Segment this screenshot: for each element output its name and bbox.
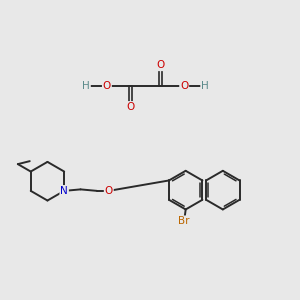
Text: O: O: [156, 60, 164, 70]
Text: Br: Br: [178, 216, 190, 226]
Text: O: O: [180, 81, 188, 91]
Text: O: O: [103, 81, 111, 91]
Text: O: O: [105, 186, 113, 196]
Text: N: N: [60, 186, 68, 196]
Text: H: H: [82, 81, 90, 91]
Text: H: H: [201, 81, 209, 91]
Text: O: O: [127, 102, 135, 112]
